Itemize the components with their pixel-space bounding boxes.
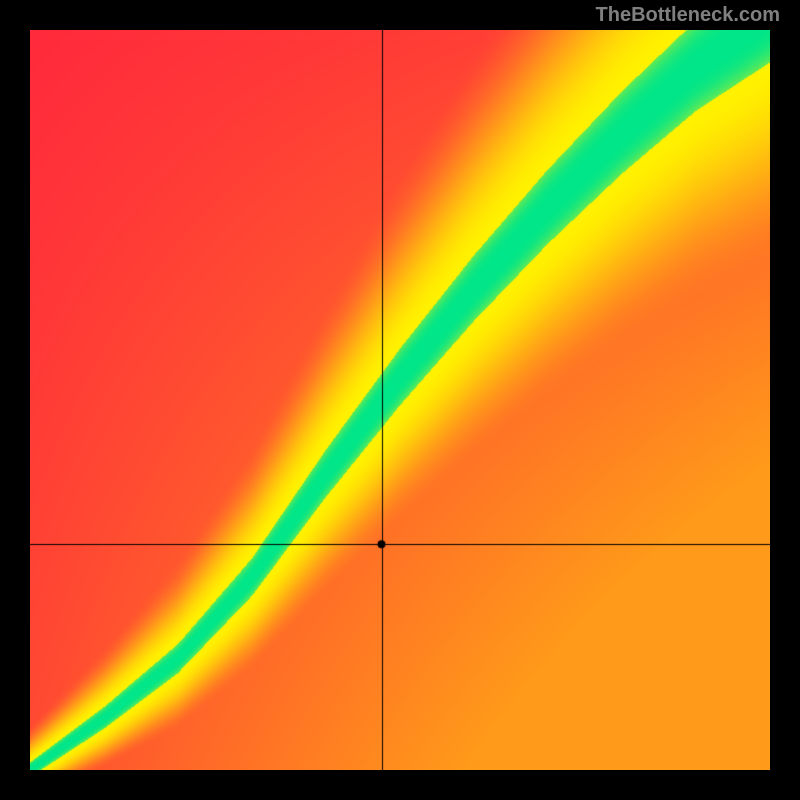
bottleneck-heatmap — [30, 30, 770, 770]
watermark-text: TheBottleneck.com — [596, 4, 780, 27]
